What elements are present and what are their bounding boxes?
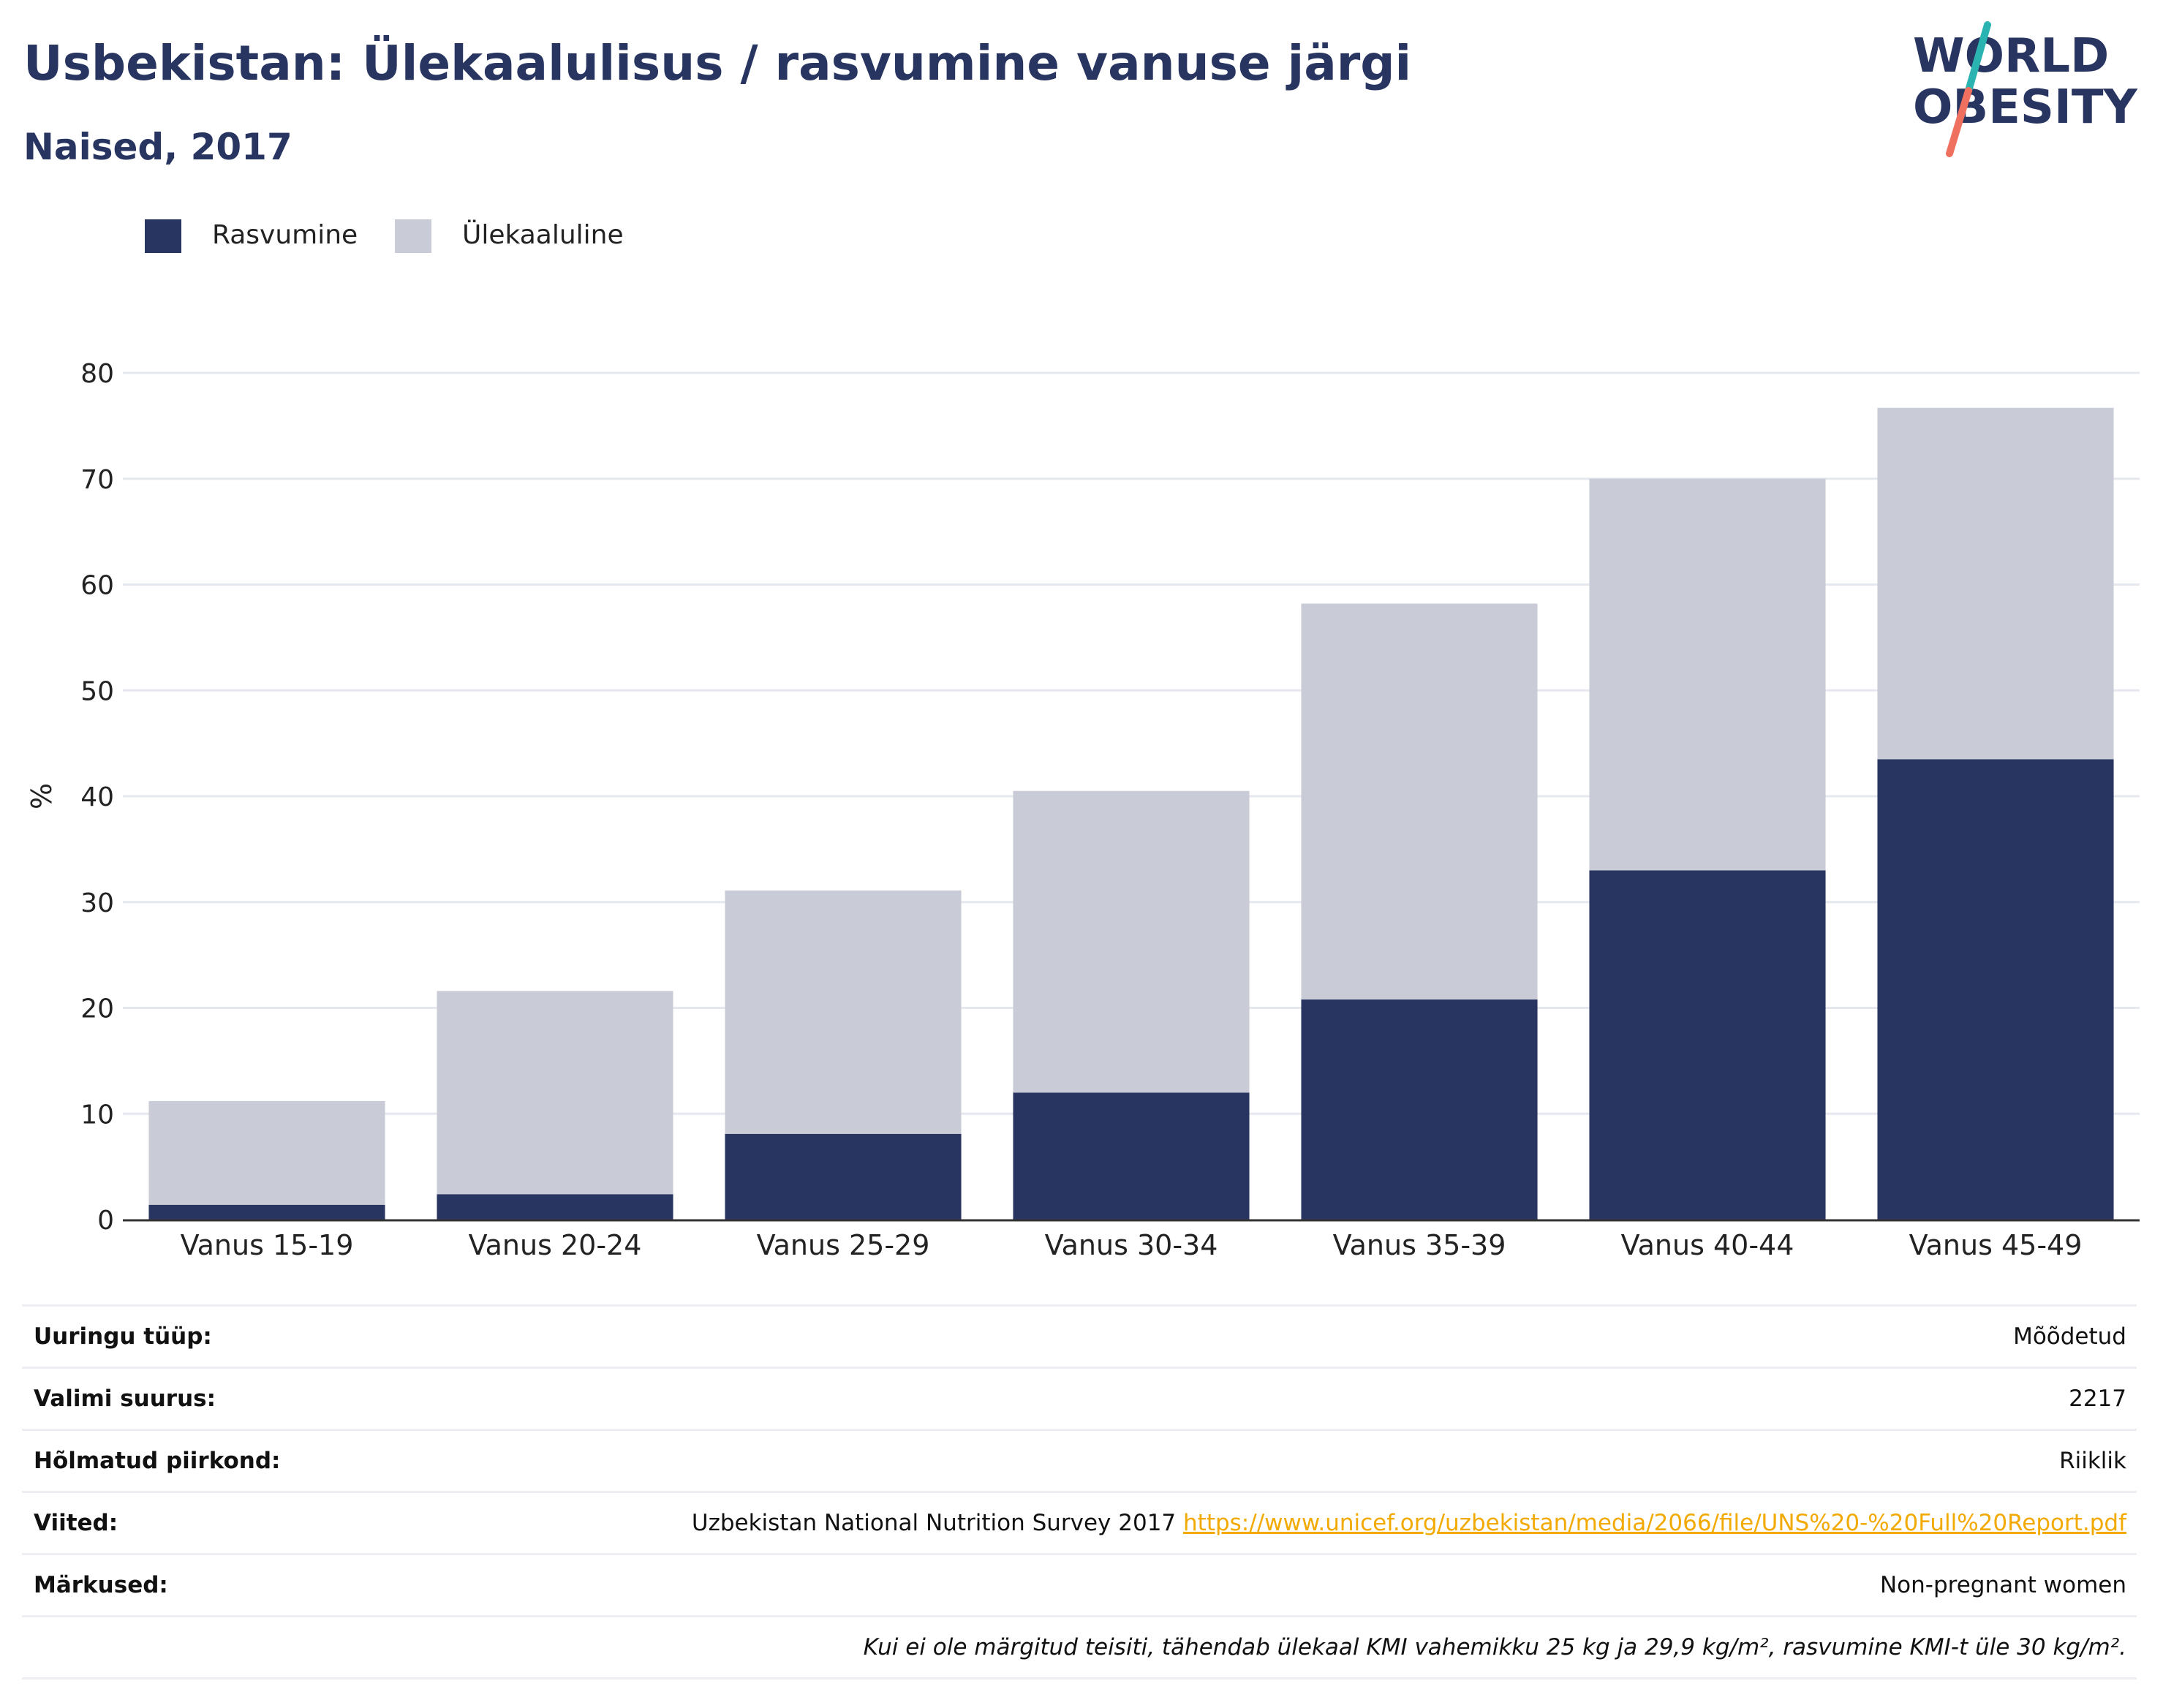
y-tick-label: 30 [80, 888, 114, 918]
y-tick-label: 60 [80, 571, 114, 601]
x-tick-label: Vanus 45-49 [1909, 1229, 2083, 1258]
bar-overweight-1[interactable] [148, 1100, 385, 1205]
reference-link[interactable]: https://www.unicef.org/uzbekistan/media/… [1183, 1510, 2126, 1536]
meta-value-sample-size: 2217 [2069, 1386, 2126, 1412]
meta-row-area-covered: Hõlmatud piirkond: Riiklik [22, 1429, 2137, 1491]
meta-label-survey-type: Uuringu tüüp: [34, 1323, 212, 1350]
meta-label-references: Viited: [34, 1510, 118, 1536]
y-tick-label: 70 [80, 465, 114, 495]
meta-value-survey-type: Mõõdetud [2013, 1323, 2126, 1350]
chart-title: Usbekistan: Ülekaalulisus / rasvumine va… [23, 35, 1412, 91]
bar-obesity-1[interactable] [148, 1204, 385, 1220]
meta-value-references: Uzbekistan National Nutrition Survey 201… [692, 1510, 2137, 1536]
bar-overweight-6[interactable] [1589, 478, 1826, 871]
reference-text: Uzbekistan National Nutrition Survey 201… [691, 1510, 1177, 1536]
chart-subtitle: Naised, 2017 [23, 126, 292, 168]
meta-label-area-covered: Hõlmatud piirkond: [34, 1448, 281, 1474]
meta-label-sample-size: Valimi suurus: [34, 1386, 216, 1412]
bar-overweight-4[interactable] [1013, 790, 1250, 1093]
world-obesity-logo: WORLD OBESITY [1913, 21, 2137, 157]
legend-label-obesity: Rasvumine [212, 220, 358, 250]
bar-obesity-3[interactable] [725, 1133, 962, 1220]
y-tick-label: 40 [80, 782, 114, 812]
metadata-table: Uuringu tüüp: Mõõdetud Valimi suurus: 22… [22, 1304, 2137, 1679]
meta-value-area-covered: Riiklik [2059, 1448, 2126, 1474]
stacked-bar-chart: 0 10 20 30 40 50 60 70 80% Vanus 15-19 Vanus 20-24… [26, 359, 2140, 1258]
y-tick-label: 20 [80, 994, 114, 1024]
bar-overweight-7[interactable] [1877, 407, 2114, 760]
logo-word-world: WORLD [1913, 29, 2109, 83]
legend-swatch-overweight [395, 219, 431, 253]
y-tick-label: 10 [80, 1100, 114, 1130]
meta-row-survey-type: Uuringu tüüp: Mõõdetud [22, 1304, 2137, 1367]
y-axis-label: % [26, 783, 58, 809]
logo-slash-top [1965, 21, 1991, 94]
bar-obesity-2[interactable] [437, 1194, 673, 1220]
x-tick-label: Vanus 30-34 [1045, 1229, 1218, 1258]
legend-swatch-obesity [145, 219, 181, 253]
meta-value-notes: Non-pregnant women [1879, 1572, 2126, 1598]
meta-row-footnote: Kui ei ole märgitud teisiti, tähendab ül… [22, 1615, 2137, 1679]
meta-label-notes: Märkused: [34, 1572, 168, 1598]
bar-overweight-2[interactable] [437, 991, 673, 1195]
x-tick-label: Vanus 35-39 [1333, 1229, 1506, 1258]
bar-overweight-5[interactable] [1301, 603, 1538, 1000]
bar-obesity-5[interactable] [1301, 999, 1538, 1220]
meta-row-references: Viited: Uzbekistan National Nutrition Su… [22, 1491, 2137, 1553]
y-tick-label: 0 [97, 1206, 114, 1236]
y-tick-label: 50 [80, 676, 114, 706]
bars [148, 407, 2114, 1220]
axes: 0 10 20 30 40 50 60 70 80% Vanus 15-19 Vanus 20-24… [26, 359, 2140, 1258]
logo-slash-bottom [1946, 87, 1972, 157]
bar-overweight-3[interactable] [725, 890, 962, 1134]
x-tick-label: Vanus 20-24 [469, 1229, 642, 1258]
logo-word-obesity: OBESITY [1913, 80, 2137, 135]
bar-obesity-6[interactable] [1589, 870, 1826, 1220]
y-tick-label: 80 [80, 359, 114, 389]
footnote-text: Kui ei ole märgitud teisiti, tähendab ül… [863, 1634, 2126, 1660]
x-tick-label: Vanus 25-29 [757, 1229, 930, 1258]
meta-row-notes: Märkused: Non-pregnant women [22, 1553, 2137, 1615]
x-tick-label: Vanus 40-44 [1621, 1229, 1794, 1258]
x-tick-label: Vanus 15-19 [181, 1229, 354, 1258]
legend-label-overweight: Ülekaaluline [462, 220, 624, 250]
meta-row-sample-size: Valimi suurus: 2217 [22, 1367, 2137, 1429]
bar-obesity-7[interactable] [1877, 759, 2114, 1220]
bar-obesity-4[interactable] [1013, 1092, 1250, 1220]
